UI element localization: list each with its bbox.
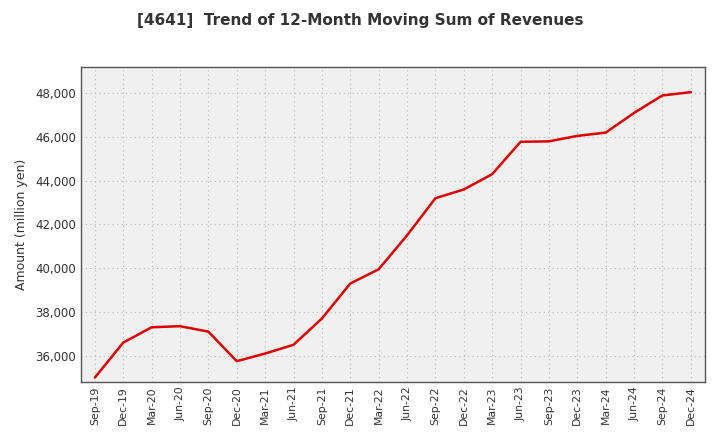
- Y-axis label: Amount (million yen): Amount (million yen): [15, 159, 28, 290]
- Text: [4641]  Trend of 12-Month Moving Sum of Revenues: [4641] Trend of 12-Month Moving Sum of R…: [137, 13, 583, 28]
